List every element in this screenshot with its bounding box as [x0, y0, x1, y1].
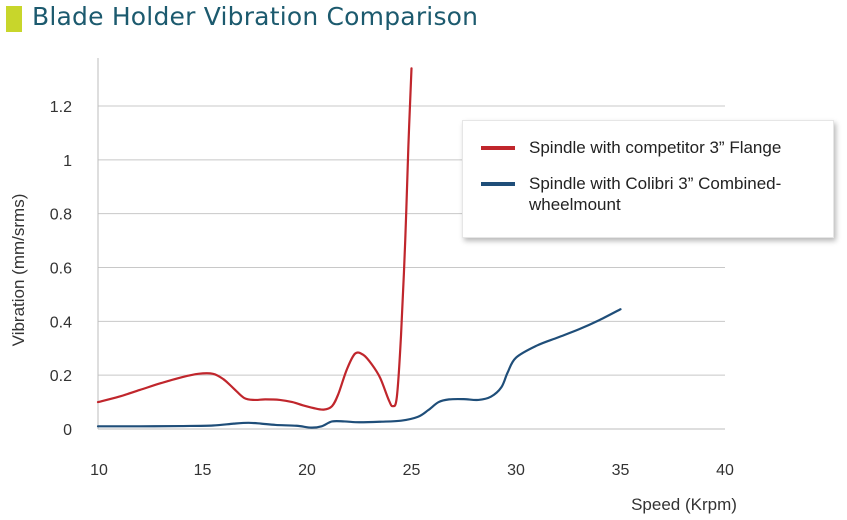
y-tick-label: 0 — [63, 422, 72, 439]
x-axis-label: Speed (Krpm) — [631, 495, 737, 514]
chart-title: Blade Holder Vibration Comparison — [32, 2, 479, 31]
y-tick-label: 1 — [63, 153, 72, 170]
x-tick-label: 25 — [403, 462, 421, 479]
legend-swatch-colibri — [481, 182, 515, 186]
y-axis-label: Vibration (mm/srms) — [9, 194, 28, 347]
y-tick-label: 0.4 — [50, 314, 72, 331]
title-accent-bar — [6, 6, 22, 32]
legend-swatch-competitor — [481, 146, 515, 150]
axes — [97, 58, 725, 430]
x-tick-label: 10 — [90, 462, 108, 479]
chart-legend: Spindle with competitor 3” Flange Spindl… — [462, 120, 834, 238]
y-tick-label: 0.8 — [50, 207, 72, 224]
legend-label-colibri: Spindle with Colibri 3” Combined-wheelmo… — [529, 174, 782, 214]
x-tick-label: 15 — [194, 462, 212, 479]
x-tick-label: 35 — [612, 462, 630, 479]
x-tick-label: 40 — [716, 462, 734, 479]
legend-item-competitor: Spindle with competitor 3” Flange — [481, 137, 829, 158]
x-tick-label: 30 — [507, 462, 525, 479]
y-tick-label: 0.2 — [50, 368, 72, 385]
series-line-0 — [96, 67, 413, 411]
data-series — [96, 67, 622, 429]
series-line-1 — [96, 308, 622, 429]
legend-label-competitor: Spindle with competitor 3” Flange — [529, 138, 782, 157]
y-tick-label: 0.6 — [50, 261, 72, 278]
x-tick-label: 20 — [298, 462, 316, 479]
legend-item-colibri: Spindle with Colibri 3” Combined-wheelmo… — [481, 173, 829, 215]
y-tick-label: 1.2 — [50, 99, 72, 116]
tick-labels: 0 0.2 0.4 0.6 0.8 1 1.2 10 15 20 25 30 35 40 — [50, 99, 734, 479]
